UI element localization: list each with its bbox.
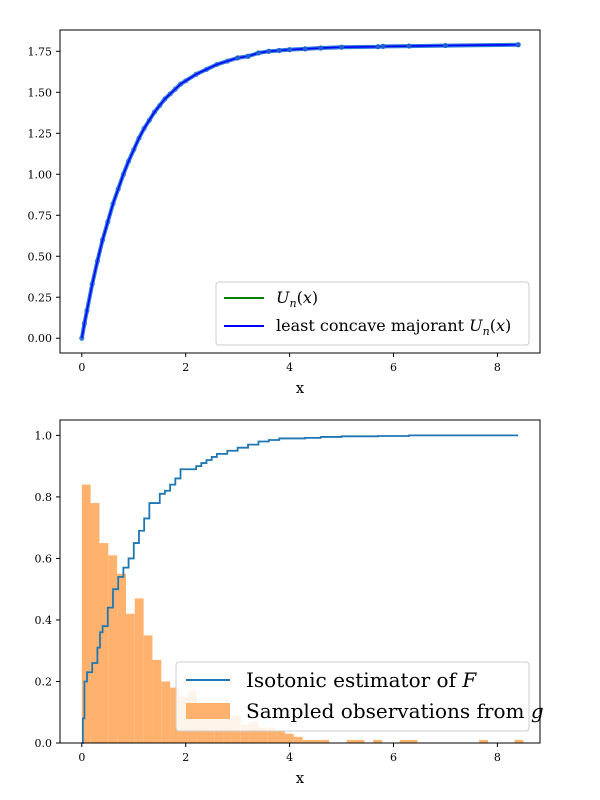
top-lcm-vertex <box>375 44 381 50</box>
top-plot-ytick-label: 0.75 <box>28 209 53 222</box>
histogram-bar <box>346 739 356 743</box>
top-plot-ticks: 0 2 4 6 8 0.00 0.25 0.50 0.75 1.00 1.25 1.50 1.75 <box>28 45 501 374</box>
bottom-plot-xtick-label: 6 <box>390 751 397 764</box>
histogram-bar <box>408 739 418 743</box>
top-plot-frame <box>59 29 541 354</box>
histogram-bar <box>258 727 268 743</box>
histogram-bar <box>399 739 409 743</box>
top-lcm-vertex <box>245 53 251 59</box>
bottom-plot-ytick-label: 0.0 <box>35 737 53 750</box>
top-lcm-vertex <box>406 43 412 49</box>
bottom-plot-xtick-label: 8 <box>494 751 501 764</box>
histogram-bar <box>125 613 135 743</box>
histogram-bar <box>161 681 171 743</box>
histogram-bar <box>320 739 330 743</box>
top-plot-ytick-label: 0.00 <box>28 332 53 345</box>
histogram-bar <box>108 555 118 743</box>
bottom-plot-frame <box>59 419 541 744</box>
histogram-bar <box>134 598 144 743</box>
top-plot-ytick-label: 1.50 <box>28 86 53 99</box>
histogram-bar <box>143 635 153 743</box>
bottom-plot-legend: Isotonic estimator of F Sampled observat… <box>175 661 544 732</box>
bottom-legend-label-isotonic: Isotonic estimator of F <box>246 668 477 692</box>
top-plot: 0 2 4 6 80.000.250.500.751.001.251.501.75 x … <box>28 29 541 397</box>
histogram-bar <box>117 573 126 743</box>
top-lcm-vertex <box>515 42 521 48</box>
top-plot-ytick-label: 1.75 <box>28 45 53 58</box>
top-plot-xtick-label: 8 <box>494 361 501 374</box>
top-series-lcm <box>81 43 519 339</box>
bottom-legend-box <box>175 661 530 732</box>
histogram-bar <box>90 503 100 743</box>
bottom-plot-xtick-label: 2 <box>182 751 189 764</box>
histogram-bar <box>479 739 489 743</box>
top-legend-label-lcm: least concave majorant Un(x) <box>276 316 511 338</box>
bottom-plot: 0 2 4 6 8 0.0 0.2 0.4 0.6 0.8 1.0 x Isotonic estim… <box>35 419 544 787</box>
histogram-bar <box>99 543 109 743</box>
top-plot-xtick-label: 6 <box>390 361 397 374</box>
top-lcm-vertex <box>235 55 241 61</box>
bottom-plot-ytick-label: 1.0 <box>35 429 53 442</box>
histogram-bar <box>355 739 365 743</box>
top-plot-legend: Un(x) least concave majorant Un(x) <box>215 281 530 346</box>
histogram-bar <box>267 727 277 743</box>
bottom-plot-ytick-label: 0.4 <box>35 614 53 627</box>
top-lcm-vertex <box>256 50 261 56</box>
top-plot-ytick-label: 1.25 <box>28 127 53 140</box>
bottom-plot-xtick-label: 4 <box>286 751 293 764</box>
top-lcm-vertex <box>276 48 282 53</box>
bottom-legend-label-sampled: Sampled observations from g <box>246 699 544 723</box>
top-lcm-vertex <box>339 44 344 50</box>
histogram-bar <box>249 721 259 743</box>
top-plot-xtick-label: 0 <box>78 361 85 374</box>
histogram-bar <box>170 687 179 743</box>
histogram-bar <box>311 739 321 743</box>
bottom-plot-ticks: 0 2 4 6 8 0.0 0.2 0.4 0.6 0.8 1.0 <box>35 429 501 764</box>
bottom-plot-xlabel: x <box>296 769 305 787</box>
histogram-bar <box>293 736 303 743</box>
bottom-plot-ytick-label: 0.8 <box>35 491 53 504</box>
top-plot-xtick-label: 4 <box>286 361 293 374</box>
histogram-bar <box>240 724 250 743</box>
isotonic-step-line <box>81 434 519 744</box>
top-legend-label-un: Un(x) <box>276 288 318 310</box>
bottom-plot-step <box>81 434 519 744</box>
top-lcm-vertex <box>318 45 324 51</box>
histogram-bar <box>373 739 383 743</box>
top-plot-curves <box>79 42 521 341</box>
top-plot-ytick-label: 0.50 <box>28 250 53 263</box>
top-lcm-vertex <box>380 43 386 49</box>
top-lcm-vertex <box>287 47 293 53</box>
bottom-plot-ytick-label: 0.2 <box>35 675 53 688</box>
histogram-bar <box>284 733 294 743</box>
histogram-bar <box>152 659 162 743</box>
histogram-bar <box>81 484 91 743</box>
top-plot-ytick-label: 1.00 <box>28 168 53 181</box>
top-plot-xtick-label: 2 <box>182 361 189 374</box>
bottom-legend-swatch-hist <box>186 703 230 719</box>
top-lcm-vertex <box>302 46 308 52</box>
histogram-bar <box>276 730 285 743</box>
top-lcm-vertex <box>266 48 272 54</box>
bottom-plot-ytick-label: 0.6 <box>35 552 53 565</box>
bottom-plot-xtick-label: 0 <box>78 751 85 764</box>
top-lcm-vertex <box>443 43 448 48</box>
histogram-bar <box>514 739 524 743</box>
histogram-bar <box>302 739 312 743</box>
top-plot-xlabel: x <box>296 379 305 397</box>
top-legend-box <box>215 281 530 346</box>
top-plot-ytick-label: 0.25 <box>28 291 53 304</box>
